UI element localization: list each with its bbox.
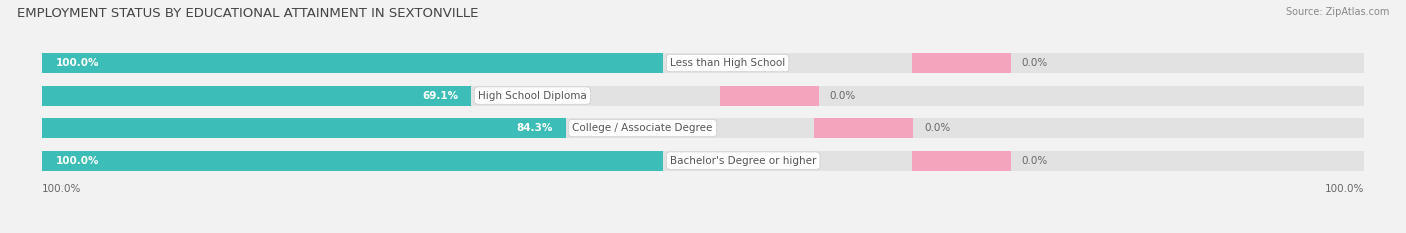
Bar (912, 53, 1011, 73)
Text: High School Diploma: High School Diploma (478, 91, 586, 101)
Bar (720, 86, 820, 106)
Text: Bachelor's Degree or higher: Bachelor's Degree or higher (669, 156, 817, 166)
Bar (42, 53, 1364, 73)
Text: 0.0%: 0.0% (1022, 58, 1047, 68)
Text: EMPLOYMENT STATUS BY EDUCATIONAL ATTAINMENT IN SEXTONVILLE: EMPLOYMENT STATUS BY EDUCATIONAL ATTAINM… (17, 7, 478, 20)
Bar (42, 118, 565, 138)
Text: 0.0%: 0.0% (830, 91, 856, 101)
Text: 100.0%: 100.0% (55, 156, 98, 166)
Text: Source: ZipAtlas.com: Source: ZipAtlas.com (1285, 7, 1389, 17)
Text: 84.3%: 84.3% (516, 123, 553, 133)
Bar (42, 151, 664, 171)
Text: College / Associate Degree: College / Associate Degree (572, 123, 713, 133)
Text: 100.0%: 100.0% (1324, 184, 1364, 194)
Bar (42, 151, 1364, 171)
Bar (42, 86, 471, 106)
Text: Less than High School: Less than High School (669, 58, 785, 68)
Bar (912, 151, 1011, 171)
Bar (42, 118, 1364, 138)
Legend: In Labor Force, Unemployed: In Labor Force, Unemployed (610, 231, 796, 233)
Bar (814, 118, 914, 138)
Bar (42, 86, 1364, 106)
Text: 0.0%: 0.0% (924, 123, 950, 133)
Text: 100.0%: 100.0% (42, 184, 82, 194)
Bar (42, 53, 664, 73)
Text: 100.0%: 100.0% (55, 58, 98, 68)
Text: 69.1%: 69.1% (422, 91, 458, 101)
Text: 0.0%: 0.0% (1022, 156, 1047, 166)
